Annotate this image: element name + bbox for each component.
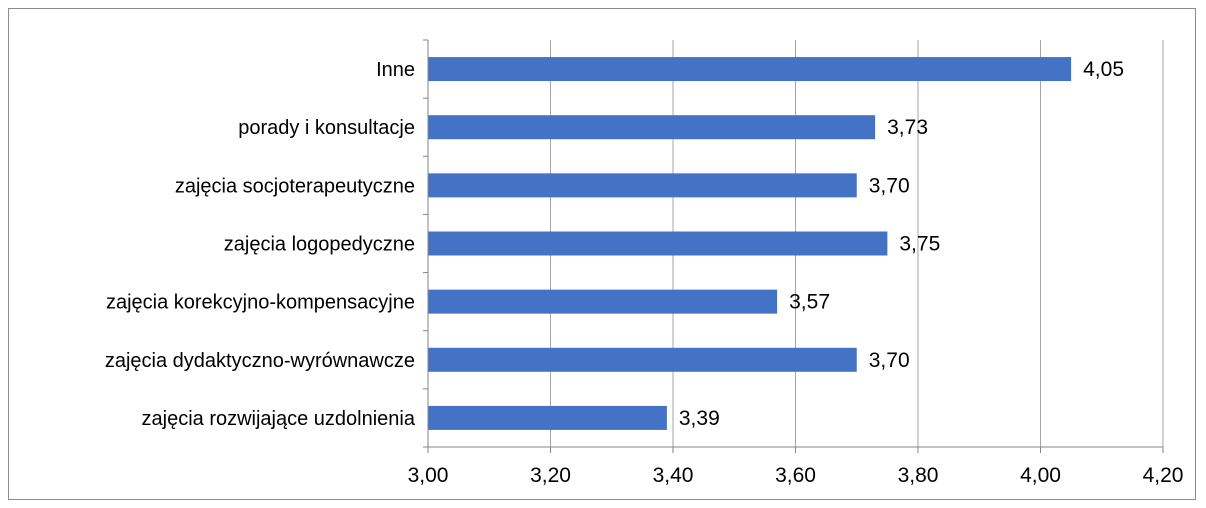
axes (423, 39, 1164, 453)
x-tick-label: 3,20 (530, 464, 571, 487)
data-label: 3,73 (887, 116, 928, 139)
x-tick-label: 3,60 (775, 464, 816, 487)
data-label: 3,70 (869, 174, 910, 197)
data-label: 3,70 (869, 349, 910, 372)
data-label: 4,05 (1083, 58, 1124, 81)
category-label: zajęcia dydaktyczno-wyrównawcze (105, 350, 415, 372)
category-label: porady i konsultacje (238, 117, 415, 139)
x-tick-label: 3,80 (898, 464, 939, 487)
category-label: zajęcia korekcyjno-kompensacyjne (106, 292, 415, 314)
x-tick-label: 3,00 (408, 464, 449, 487)
category-label: Inne (376, 59, 415, 81)
x-tick-label: 3,40 (653, 464, 694, 487)
category-labels: Inne porady i konsultacje zajęcia socjoter… (105, 59, 416, 430)
x-tick-label: 4,20 (1143, 464, 1184, 487)
data-label: 3,75 (899, 233, 940, 256)
bar (428, 405, 667, 430)
bar (428, 289, 778, 314)
bar (428, 231, 888, 256)
bar (428, 173, 857, 198)
gridlines (550, 40, 1164, 447)
x-tick-labels: 3,00 3,20 3,40 3,60 3,80 4,00 4,20 (408, 464, 1184, 487)
data-label: 3,39 (679, 407, 720, 430)
category-label: zajęcia rozwijające uzdolnienia (142, 408, 416, 430)
bars-group (428, 57, 1072, 430)
category-label: zajęcia socjoterapeutyczne (175, 175, 415, 197)
value-labels: 4,05 3,73 3,70 3,75 3,57 3,70 3,39 (679, 58, 1124, 430)
bar (428, 347, 857, 372)
bar (428, 115, 876, 140)
data-label: 3,57 (789, 291, 830, 314)
bar (428, 57, 1072, 82)
category-label: zajęcia logopedyczne (224, 234, 415, 256)
x-tick-label: 4,00 (1020, 464, 1061, 487)
